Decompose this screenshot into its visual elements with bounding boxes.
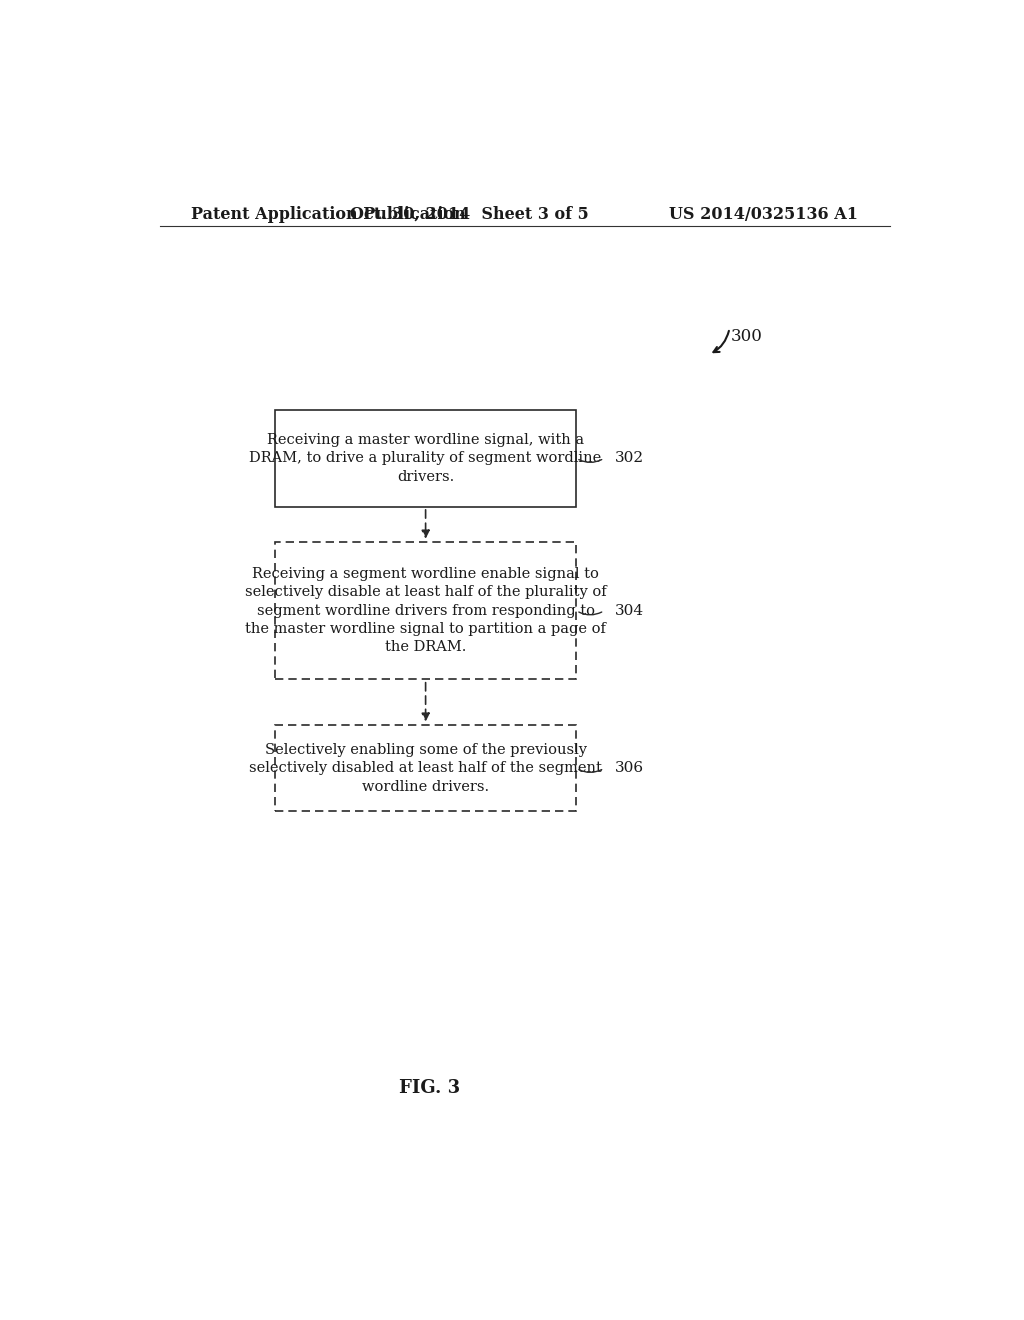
Text: 304: 304 — [614, 603, 644, 618]
Text: FIG. 3: FIG. 3 — [399, 1080, 460, 1097]
Text: Patent Application Publication: Patent Application Publication — [191, 206, 466, 223]
Text: Receiving a master wordline signal, with a
DRAM, to drive a plurality of segment: Receiving a master wordline signal, with… — [250, 433, 602, 483]
Text: 300: 300 — [731, 327, 763, 345]
Text: Oct. 30, 2014  Sheet 3 of 5: Oct. 30, 2014 Sheet 3 of 5 — [350, 206, 589, 223]
Text: 302: 302 — [614, 451, 644, 465]
Text: Selectively enabling some of the previously
selectively disabled at least half o: Selectively enabling some of the previou… — [249, 743, 602, 793]
Text: Receiving a segment wordline enable signal to
selectively disable at least half : Receiving a segment wordline enable sign… — [245, 566, 606, 655]
FancyBboxPatch shape — [274, 543, 577, 680]
Text: US 2014/0325136 A1: US 2014/0325136 A1 — [669, 206, 858, 223]
FancyBboxPatch shape — [274, 411, 577, 507]
FancyBboxPatch shape — [274, 725, 577, 812]
Text: 306: 306 — [614, 762, 644, 775]
